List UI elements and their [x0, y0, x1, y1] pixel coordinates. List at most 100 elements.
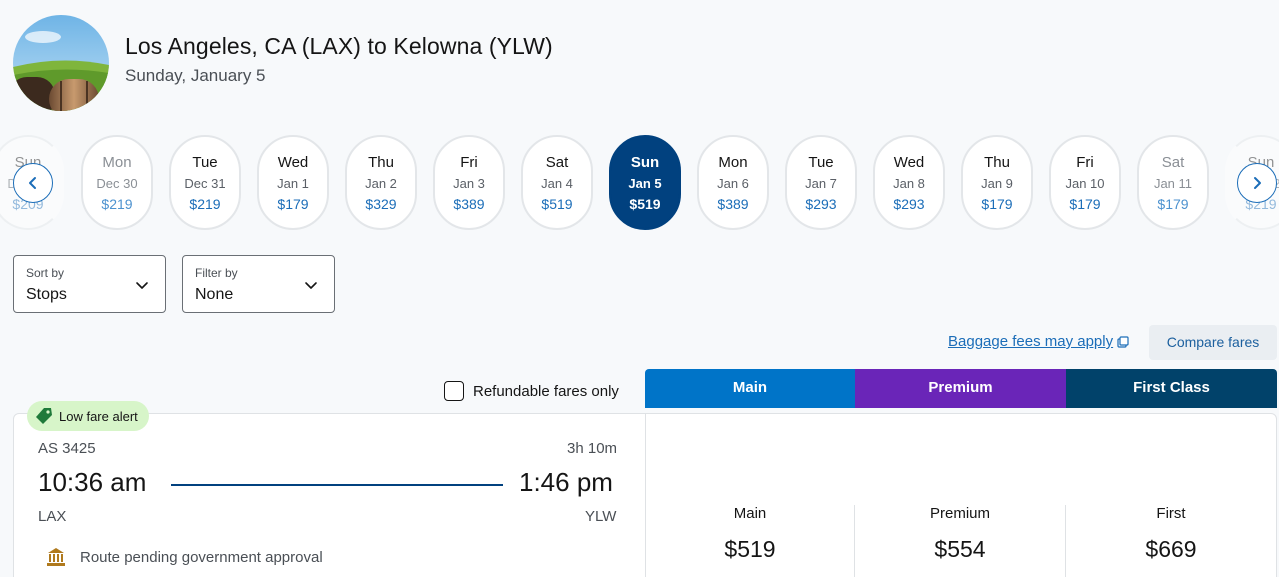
date-price: $179 [1069, 196, 1101, 212]
date-pill-0[interactable]: Mon Dec 30 $219 [81, 135, 153, 230]
tag-icon [36, 408, 52, 424]
date-pill-12[interactable]: Sat Jan 11 $179 [1137, 135, 1209, 230]
date-date: Dec 31 [184, 176, 226, 191]
date-date: Jan 11 [1153, 176, 1193, 191]
date-pill-1[interactable]: Tue Dec 31 $219 [169, 135, 241, 230]
date-dow: Mon [718, 154, 748, 171]
tab-first-class[interactable]: First Class [1066, 369, 1277, 408]
date-date: Jan 1 [277, 176, 309, 191]
fare-price: $554 [934, 536, 986, 562]
date-dow: Wed [277, 154, 309, 171]
filter-label: Filter by [195, 266, 238, 280]
sort-value: Stops [26, 286, 67, 303]
date-date: Jan 6 [717, 176, 749, 191]
date-dow: Tue [192, 154, 218, 171]
date-date: Jan 3 [453, 176, 485, 191]
date-dow: Sun [630, 154, 660, 171]
date-price: $293 [893, 196, 925, 212]
low-fare-badge: Low fare alert [27, 401, 149, 431]
fare-price: $519 [724, 536, 776, 562]
route-line [171, 484, 503, 486]
chevron-down-icon [305, 282, 317, 289]
fare-name: First [1156, 505, 1186, 522]
fare-price: $669 [1145, 536, 1197, 562]
date-price: $329 [365, 196, 397, 212]
tab-premium[interactable]: Premium [855, 369, 1066, 408]
baggage-fees-text: Baggage fees may apply [948, 333, 1114, 350]
chevron-down-icon [136, 282, 148, 289]
date-strip: Sun Dec 29 $209 Mon Dec 30 $219 Tue Dec … [0, 135, 1279, 231]
date-pill-10[interactable]: Thu Jan 9 $179 [961, 135, 1033, 230]
prev-dates-button[interactable] [13, 163, 53, 203]
date-pill-8[interactable]: Tue Jan 7 $293 [785, 135, 857, 230]
fare-separator [854, 505, 855, 577]
date-date: Jan 4 [541, 176, 573, 191]
tab-main[interactable]: Main [645, 369, 855, 408]
date-dow: Sat [1161, 154, 1185, 171]
card-divider [645, 414, 646, 577]
approval-notice-text: Route pending government approval [80, 548, 323, 566]
date-dow: Mon [102, 154, 132, 171]
date-dow: Fri [1076, 154, 1094, 171]
fare-name: Premium [929, 505, 990, 522]
baggage-fees-link[interactable]: Baggage fees may apply [948, 333, 1129, 350]
date-price: $179 [1157, 196, 1189, 212]
date-pill-5[interactable]: Sat Jan 4 $519 [521, 135, 593, 230]
date-pill-11[interactable]: Fri Jan 10 $179 [1049, 135, 1121, 230]
date-pill-7[interactable]: Mon Jan 6 $389 [697, 135, 769, 230]
page-title: Los Angeles, CA (LAX) to Kelowna (YLW) [125, 32, 553, 59]
date-date: Jan 2 [365, 176, 397, 191]
departure-time: 10:36 am [38, 467, 147, 497]
fare-first[interactable]: First $669 [1066, 505, 1276, 563]
fare-main[interactable]: Main $519 [645, 505, 855, 563]
date-pill-3[interactable]: Thu Jan 2 $329 [345, 135, 417, 230]
flight-number: AS 3425 [38, 440, 96, 457]
date-date: Dec 30 [96, 176, 138, 191]
sort-label: Sort by [26, 266, 65, 280]
refundable-label: Refundable fares only [473, 382, 619, 400]
date-dow: Sat [545, 154, 569, 171]
date-price: $293 [805, 196, 837, 212]
origin-code: LAX [38, 508, 67, 525]
chevron-right-icon [1254, 177, 1261, 189]
date-date: Jan 5 [628, 176, 662, 191]
date-date: Jan 7 [805, 176, 837, 191]
date-date: Jan 9 [981, 176, 1013, 191]
date-pill-2[interactable]: Wed Jan 1 $179 [257, 135, 329, 230]
date-dow: Wed [893, 154, 925, 171]
date-price: $389 [717, 196, 749, 212]
filter-select[interactable]: Filter by None [182, 255, 335, 313]
flight-card[interactable] [13, 413, 1277, 577]
fare-separator [1065, 505, 1066, 577]
flight-duration: 3h 10m [567, 440, 618, 457]
date-price: $219 [189, 196, 221, 212]
page-subtitle: Sunday, January 5 [125, 65, 266, 85]
date-pill-4[interactable]: Fri Jan 3 $389 [433, 135, 505, 230]
date-price: $519 [541, 196, 573, 212]
page-header: Los Angeles, CA (LAX) to Kelowna (YLW) S… [13, 15, 553, 111]
refundable-checkbox[interactable] [444, 381, 464, 401]
date-dow: Thu [984, 154, 1010, 171]
external-link-icon [1117, 335, 1129, 348]
date-price: $179 [981, 196, 1013, 212]
fare-name: Main [733, 505, 767, 522]
date-date: Jan 10 [1065, 176, 1105, 191]
filter-value: None [195, 286, 234, 303]
date-price: $389 [453, 196, 485, 212]
fare-premium[interactable]: Premium $554 [855, 505, 1065, 563]
government-building-icon [47, 548, 65, 566]
date-pill-selected[interactable]: Sun Jan 5 $519 [609, 135, 681, 230]
date-price: $219 [101, 196, 133, 212]
chevron-left-icon [29, 177, 36, 189]
destination-code: YLW [585, 508, 617, 525]
date-date: Jan 8 [893, 176, 925, 191]
sort-select[interactable]: Sort by Stops [13, 255, 166, 313]
compare-fares-button[interactable]: Compare fares [1149, 325, 1277, 360]
refundable-filter[interactable]: Refundable fares only [444, 381, 619, 401]
approval-notice: Route pending government approval [46, 547, 323, 567]
next-dates-button[interactable] [1237, 163, 1277, 203]
date-price: $179 [277, 196, 309, 212]
low-fare-label: Low fare alert [59, 408, 138, 424]
date-dow: Tue [808, 154, 834, 171]
date-pill-9[interactable]: Wed Jan 8 $293 [873, 135, 945, 230]
